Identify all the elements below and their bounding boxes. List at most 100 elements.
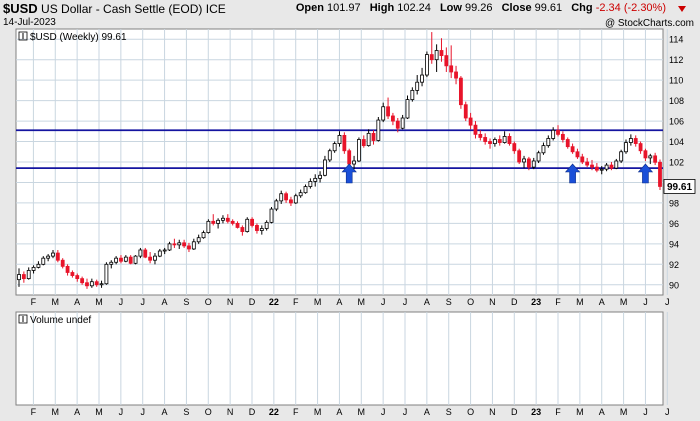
candle-body — [619, 151, 624, 162]
x-tick-label-volume: A — [424, 407, 430, 417]
candle-body — [153, 255, 157, 261]
candle-body — [556, 129, 560, 135]
instrument-name: US Dollar - Cash Settle (EOD) — [41, 2, 203, 16]
x-tick-label-volume: S — [446, 407, 452, 417]
candle-body — [522, 158, 526, 163]
candle-body — [70, 272, 75, 276]
last-price-label: 99.61 — [667, 182, 692, 193]
x-tick-label: A — [162, 297, 168, 307]
x-tick-label: M — [52, 297, 60, 307]
candle-body — [638, 143, 643, 152]
candle-body — [216, 219, 221, 224]
x-tick-label-volume: M — [358, 407, 366, 417]
candle-body — [444, 55, 449, 67]
x-tick-label: 22 — [269, 297, 279, 307]
candle-body — [478, 133, 483, 138]
high-value: 102.24 — [397, 2, 431, 14]
x-tick-label: A — [336, 297, 342, 307]
candle-body — [123, 256, 128, 262]
y-tick-label: 92 — [669, 260, 679, 270]
x-tick-label: N — [489, 297, 496, 307]
candle-body — [51, 252, 55, 257]
candle-body — [313, 177, 318, 182]
candle-body — [94, 281, 99, 286]
candle-body — [507, 136, 512, 144]
candle-body — [167, 243, 172, 251]
candle-body — [80, 278, 85, 284]
down-triangle-icon — [678, 6, 686, 12]
open-label: Open — [295, 2, 324, 14]
close-value: 99.61 — [534, 2, 563, 14]
candle-body — [182, 242, 187, 247]
candle-body — [658, 161, 662, 187]
high-label: High — [369, 2, 395, 14]
candle-body — [60, 259, 65, 267]
candle-body — [624, 142, 628, 153]
candle-body — [119, 257, 123, 262]
candle-body — [303, 186, 308, 194]
x-tick-label-volume: M — [95, 407, 103, 417]
x-tick-label-volume: A — [599, 407, 605, 417]
x-tick-label-volume: N — [489, 407, 496, 417]
candle-body — [643, 150, 648, 159]
y-tick-label: 102 — [669, 158, 684, 168]
candle-body — [458, 77, 463, 106]
candle-body — [318, 174, 322, 179]
candle-body — [599, 168, 604, 171]
candle-body — [230, 220, 235, 224]
x-tick-label: F — [293, 297, 299, 307]
candle-body — [235, 222, 240, 228]
candle-body — [425, 54, 429, 76]
candle-body — [65, 265, 70, 273]
x-tick-label-volume: S — [183, 407, 189, 417]
y-tick-label: 112 — [669, 55, 683, 65]
candle-body — [279, 193, 284, 202]
x-tick-label: A — [599, 297, 605, 307]
candle-body — [259, 228, 264, 231]
candle-body — [201, 232, 206, 239]
x-tick-label-volume: J — [643, 407, 648, 417]
x-tick-label: S — [183, 297, 189, 307]
volume-legend-swatch-icon — [18, 314, 28, 324]
candle-body — [536, 152, 541, 162]
x-tick-label-volume: J — [381, 407, 386, 417]
x-tick-label-volume: M — [314, 407, 322, 417]
low-label: Low — [439, 2, 462, 14]
candle-body — [653, 155, 658, 163]
y-tick-label: 96 — [669, 219, 679, 229]
x-tick-label: J — [119, 297, 124, 307]
candle-body — [551, 129, 556, 139]
candle-body — [114, 257, 119, 263]
candle-body — [85, 282, 89, 287]
x-tick-label-volume: A — [162, 407, 168, 417]
candle-body — [473, 124, 478, 135]
candle-body — [463, 104, 468, 119]
candle-body — [531, 160, 536, 168]
candle-body — [187, 245, 191, 250]
candle-body — [590, 164, 594, 168]
x-tick-label-volume: M — [576, 407, 584, 417]
x-tick-label: J — [403, 297, 408, 307]
candle-body — [366, 132, 371, 147]
candle-body — [332, 143, 337, 152]
exchange: ICE — [205, 2, 226, 16]
x-tick-label-volume: J — [140, 407, 145, 417]
x-tick-label: A — [74, 297, 80, 307]
x-tick-label: S — [446, 297, 452, 307]
candle-body — [565, 139, 570, 148]
x-tick-label: A — [424, 297, 430, 307]
candle-body — [225, 217, 230, 222]
candle-body — [221, 217, 225, 221]
x-tick-label: O — [205, 297, 212, 307]
y-tick-label: 108 — [669, 96, 684, 106]
candle-body — [633, 138, 638, 144]
candle-body — [138, 249, 143, 257]
candle-body — [298, 192, 303, 197]
candle-body — [420, 74, 424, 83]
y-tick-label: 104 — [669, 137, 684, 147]
x-tick-label: F — [31, 297, 37, 307]
candle-body — [648, 155, 653, 159]
candle-body — [26, 270, 31, 280]
candle-body — [371, 132, 376, 141]
candle-body — [342, 134, 347, 152]
